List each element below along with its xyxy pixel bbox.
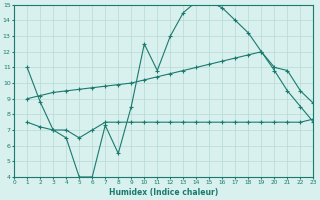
X-axis label: Humidex (Indice chaleur): Humidex (Indice chaleur) — [109, 188, 219, 197]
